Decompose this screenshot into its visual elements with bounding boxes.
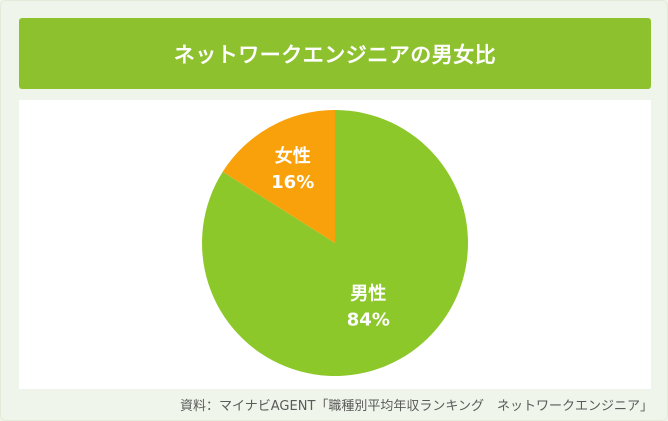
pie-label-name-1: 女性 (275, 145, 311, 167)
chart-area: 男性 84% 女性 16% (19, 100, 651, 389)
pie-label-value-1: 16% (271, 172, 314, 193)
pie-chart: 男性 84% 女性 16% (202, 110, 469, 376)
pie-label-value-0: 84% (347, 310, 390, 331)
chart-title: ネットワークエンジニアの男女比 (173, 42, 497, 67)
pie-slice-1 (222, 110, 335, 243)
title-bar: ネットワークエンジニアの男女比 (19, 18, 651, 89)
pie-slices (202, 110, 469, 376)
pie-label-name-0: 男性 (350, 283, 386, 305)
source-note: 資料：マイナビAGENT「職種別平均年収ランキング ネットワークエンジニア」 (180, 399, 653, 414)
pie-labels: 男性 84% 女性 16% (271, 145, 390, 331)
